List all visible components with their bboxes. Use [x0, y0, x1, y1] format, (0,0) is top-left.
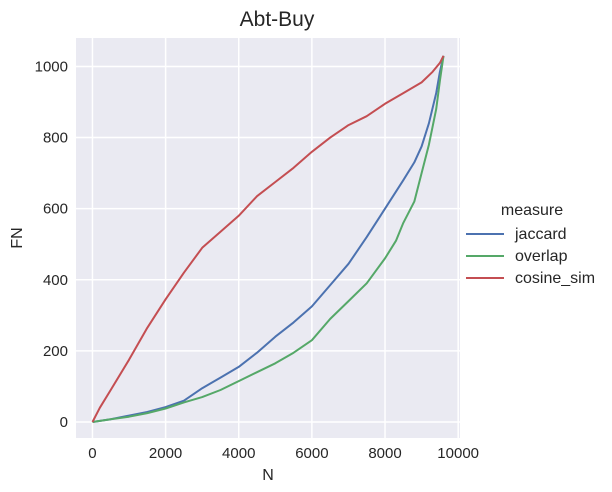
series-line-overlap	[92, 55, 445, 423]
legend-label-overlap: overlap	[515, 248, 568, 265]
x-tick-label: 0	[88, 445, 96, 462]
x-axis-label: N	[262, 467, 274, 484]
grid	[76, 38, 460, 438]
legend-label-cosine_sim: cosine_sim	[515, 270, 595, 287]
x-tick-label: 2000	[149, 445, 182, 462]
series-line-jaccard	[92, 55, 445, 423]
series-layer	[91, 55, 445, 423]
x-axis-ticks: 0 2000 4000 6000 8000 10000	[88, 445, 479, 462]
y-axis-label: FN	[9, 227, 26, 248]
y-tick-label: 1000	[35, 58, 68, 75]
y-tick-label: 800	[43, 130, 68, 147]
y-tick-label: 400	[43, 272, 68, 289]
chart-title: Abt-Buy	[240, 8, 315, 31]
x-tick-label: 8000	[368, 445, 401, 462]
legend-title: measure	[501, 202, 563, 219]
y-axis-ticks: 0 200 400 600 800 1000	[35, 58, 68, 431]
y-tick-label: 0	[60, 414, 68, 431]
series-line-cosine_sim	[91, 55, 445, 423]
legend: measure jaccard overlap cosine_sim	[466, 202, 595, 287]
x-tick-label: 4000	[222, 445, 255, 462]
y-tick-label: 600	[43, 201, 68, 218]
legend-label-jaccard: jaccard	[514, 226, 567, 243]
x-tick-label: 10000	[437, 445, 479, 462]
x-tick-label: 6000	[295, 445, 328, 462]
plot-area	[76, 38, 460, 438]
y-tick-label: 200	[43, 343, 68, 360]
